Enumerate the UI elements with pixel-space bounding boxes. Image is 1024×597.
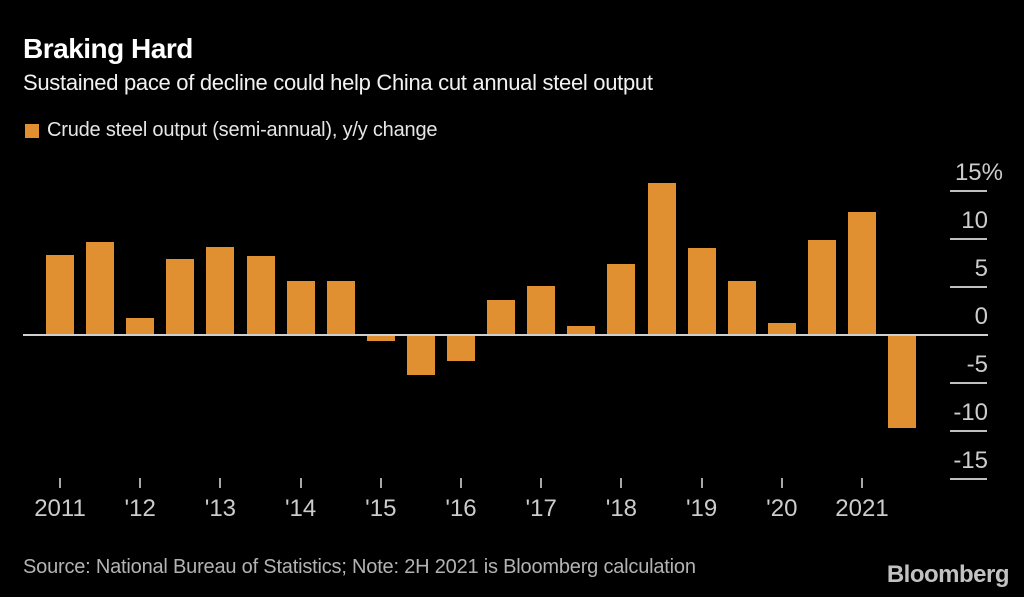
- bar-2017-h2: [567, 326, 596, 335]
- x-axis-tick-20: [780, 478, 783, 488]
- bar-2021-h1: [848, 211, 876, 335]
- bar-2016-h2: [487, 299, 516, 335]
- bar-2011-h2: [86, 242, 115, 335]
- x-axis-tick-2011: [59, 478, 61, 488]
- bar-2013-h2: [246, 255, 275, 335]
- legend-swatch-icon: [25, 123, 39, 138]
- bar-2018-h2: [647, 182, 676, 335]
- y-axis-tick-15: [950, 190, 987, 193]
- bar-2012-h1: [126, 317, 155, 335]
- y-axis-tick-5: [950, 286, 987, 289]
- bar-2020-h1: [767, 322, 796, 335]
- x-axis-label-14: '14: [284, 495, 317, 522]
- bar-2019-h2: [727, 281, 756, 335]
- bar-2020-h2: [807, 240, 836, 335]
- chart-subtitle: Sustained pace of decline could help Chi…: [23, 70, 653, 95]
- x-axis-label-2011: 2011: [34, 495, 86, 522]
- x-axis-label-2021: 2021: [835, 495, 889, 522]
- bar-2012-h2: [166, 259, 195, 335]
- x-axis-tick-13: [219, 478, 222, 488]
- bar-2018-h1: [607, 264, 636, 335]
- x-axis-label-16: '16: [445, 495, 477, 522]
- source-note: Source: National Bureau of Statistics; N…: [23, 556, 696, 578]
- y-axis-label--15: -15: [953, 446, 988, 474]
- x-axis-tick-18: [620, 478, 623, 488]
- chart-title: Braking Hard: [23, 33, 193, 64]
- y-axis-tick--5: [950, 381, 987, 384]
- zero-axis-line: [23, 334, 988, 336]
- y-axis-label-10: 10: [961, 207, 988, 235]
- bar-2014-h2: [326, 281, 355, 335]
- bloomberg-logo: Bloomberg: [886, 561, 1010, 588]
- x-axis-label-18: '18: [605, 495, 638, 522]
- bar-2013-h1: [206, 246, 235, 335]
- x-axis-label-13: '13: [204, 495, 237, 522]
- bar-2016-h1: [447, 336, 475, 361]
- x-axis-label-20: '20: [766, 495, 798, 522]
- x-axis-tick-17: [540, 478, 543, 488]
- x-axis-tick-14: [299, 478, 302, 488]
- legend-label: Crude steel output (semi-annual), y/y ch…: [47, 119, 438, 141]
- x-axis-label-12: '12: [124, 495, 156, 522]
- x-axis-label-15: '15: [365, 495, 397, 522]
- y-axis-tick--15: [950, 477, 987, 480]
- y-axis-tick-10: [950, 238, 987, 241]
- y-axis-label-0: 0: [974, 303, 988, 330]
- x-axis-label-19: '19: [685, 495, 718, 522]
- x-axis-label-17: '17: [525, 495, 557, 522]
- x-axis-tick-2021: [861, 478, 863, 488]
- bar-2021-h2: [888, 336, 917, 428]
- bar-2011-h1: [46, 254, 74, 335]
- x-axis-tick-15: [379, 478, 382, 488]
- y-axis-label--10: -10: [953, 398, 988, 426]
- y-axis-tick--10: [950, 429, 987, 432]
- bar-2014-h1: [286, 281, 315, 335]
- bar-2019-h1: [687, 247, 716, 335]
- y-axis-label--5: -5: [966, 350, 988, 378]
- x-axis-tick-12: [139, 478, 142, 488]
- y-axis-label-5: 5: [974, 255, 988, 283]
- bar-2015-h2: [406, 336, 435, 376]
- x-axis-tick-16: [460, 478, 462, 488]
- x-axis-tick-19: [700, 478, 703, 488]
- y-axis-label-15: 15%: [954, 159, 1003, 187]
- bar-2015-h1: [366, 336, 395, 341]
- chart-legend: Crude steel output (semi-annual), y/y ch…: [25, 119, 438, 142]
- bar-2017-h1: [527, 286, 556, 335]
